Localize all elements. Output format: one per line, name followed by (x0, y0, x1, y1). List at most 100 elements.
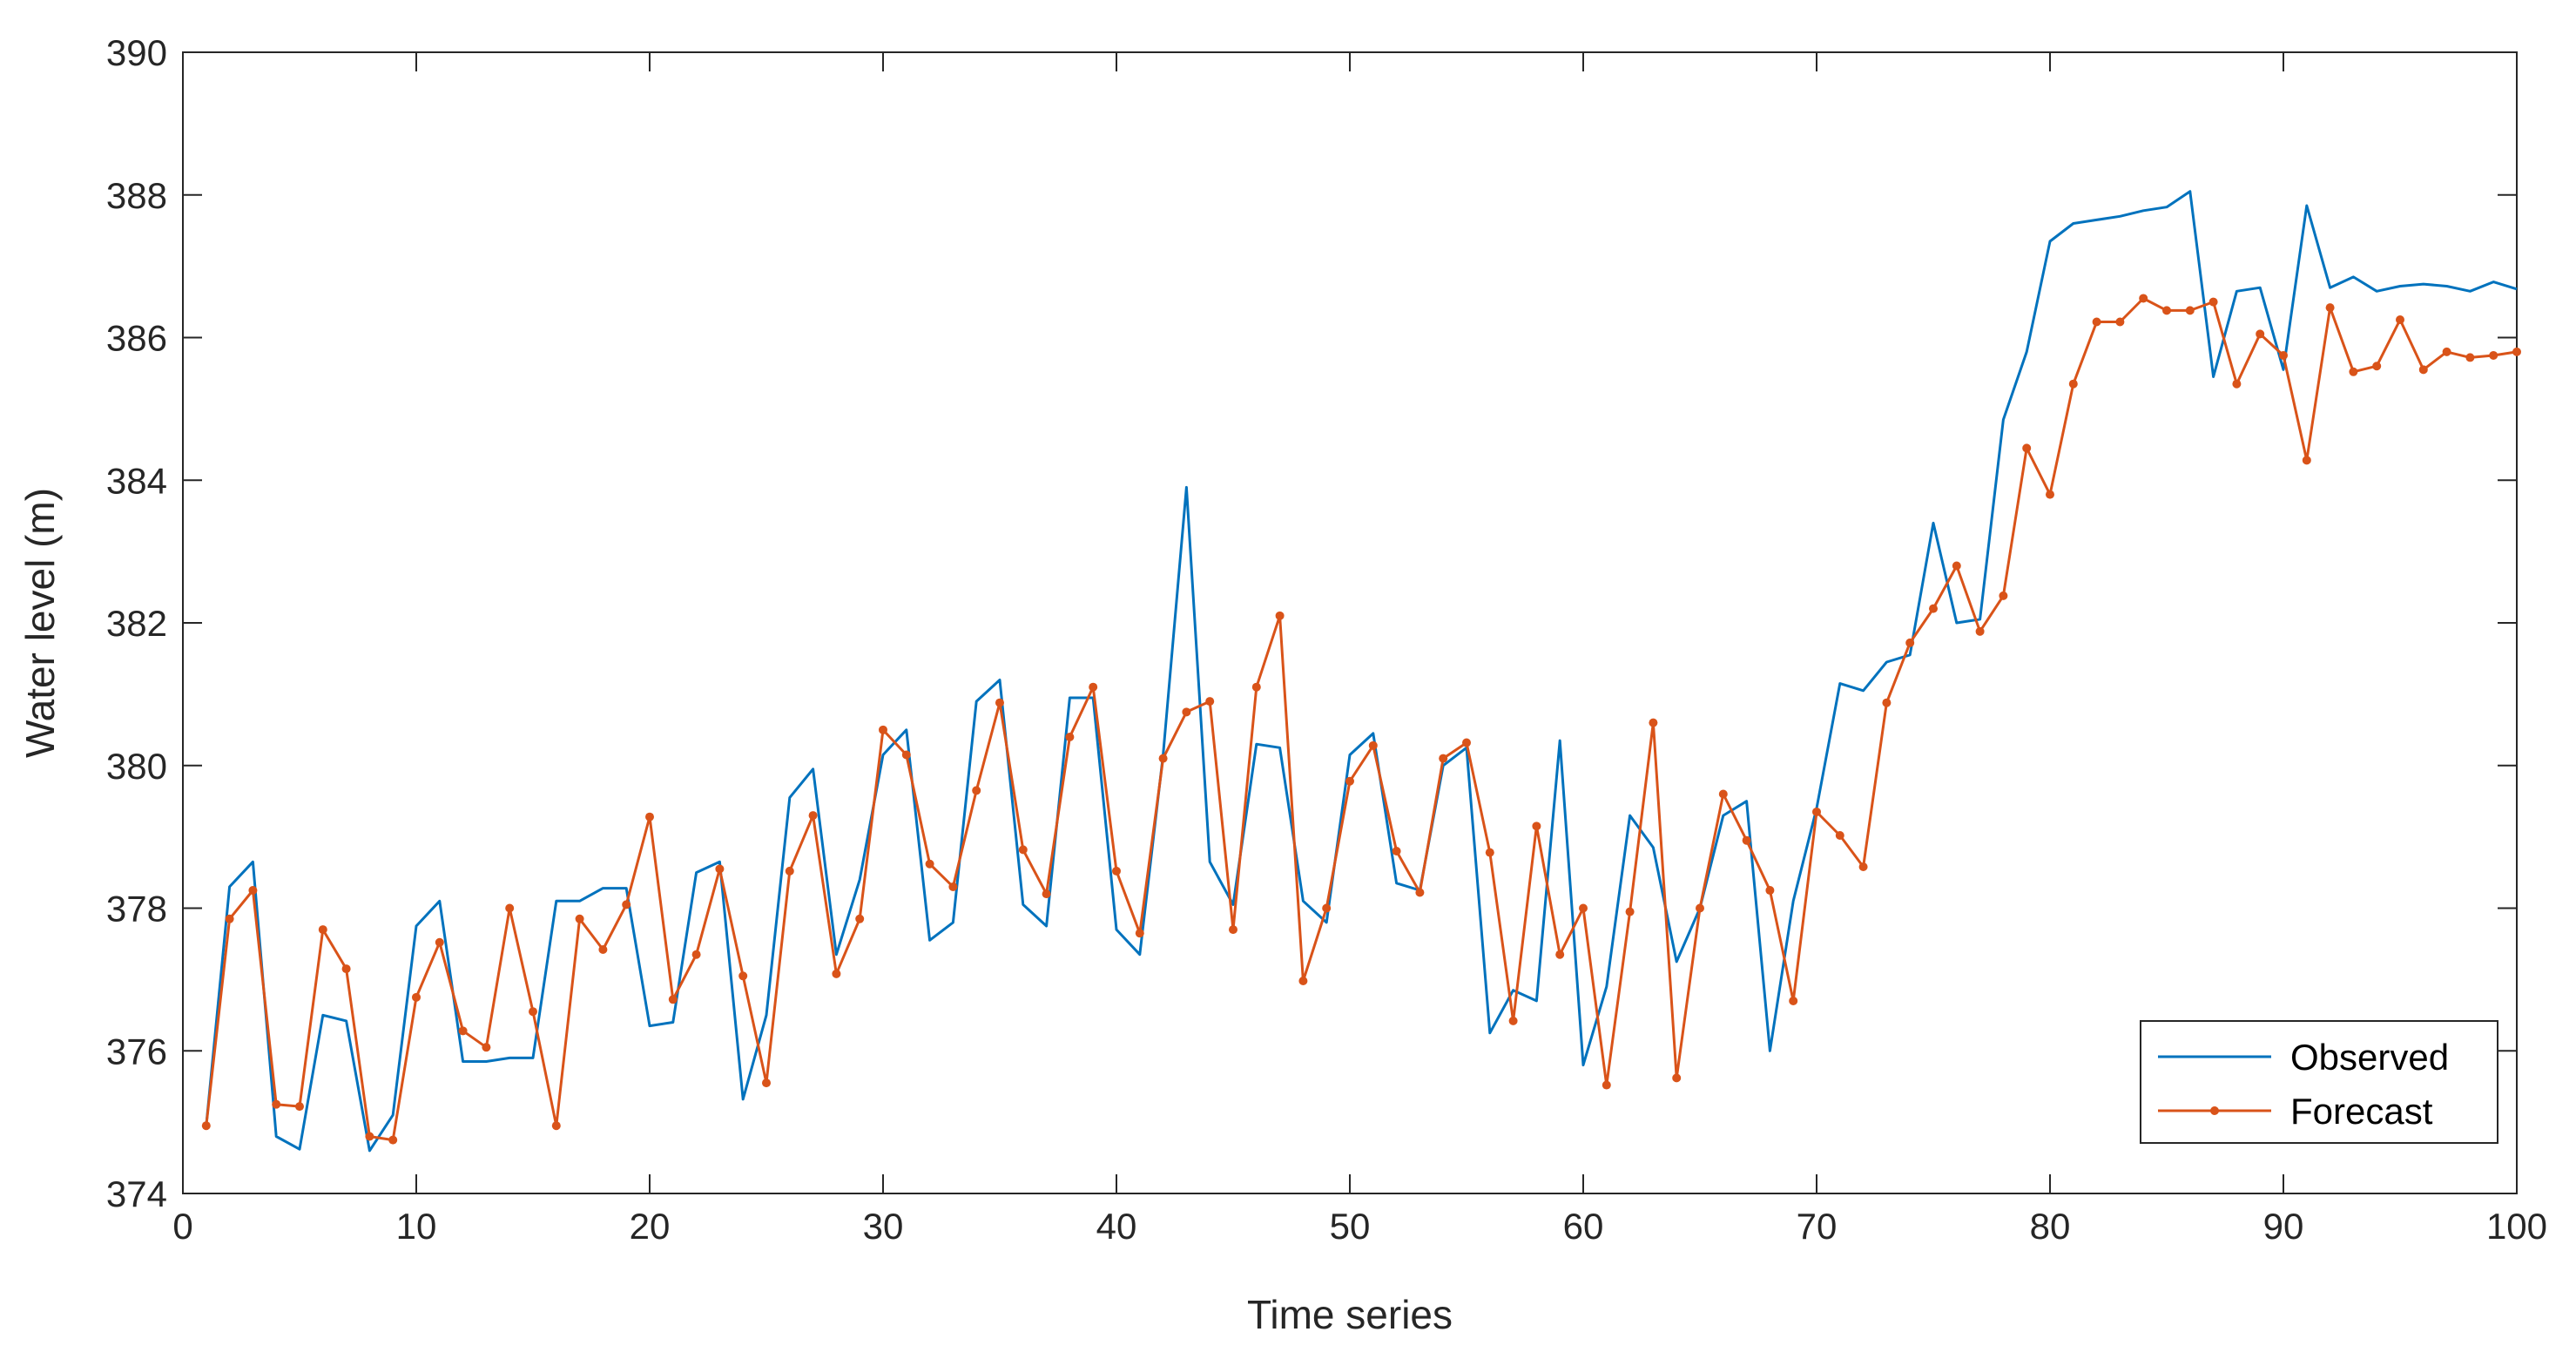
data-point-forecast (1392, 847, 1401, 855)
data-point-forecast (1649, 718, 1658, 727)
data-point-forecast (762, 1078, 771, 1088)
data-point-forecast (2512, 347, 2521, 356)
data-point-forecast (1345, 776, 1354, 786)
data-point-forecast (1952, 561, 1961, 571)
x-tick-label: 20 (630, 1206, 671, 1247)
data-point-forecast (388, 1135, 398, 1145)
data-point-forecast (691, 950, 701, 959)
data-point-forecast (1905, 638, 1915, 647)
x-tick-label: 0 (172, 1206, 192, 1247)
data-point-forecast (1089, 682, 1098, 692)
data-point-forecast (2185, 306, 2195, 315)
data-point-forecast (1975, 626, 1985, 636)
x-tick-label: 90 (2263, 1206, 2304, 1247)
legend-marker-forecast (2210, 1106, 2219, 1115)
data-point-forecast (2302, 456, 2311, 465)
y-axis-label: Water level (m) (17, 488, 63, 758)
data-point-forecast (925, 859, 934, 869)
data-point-forecast (1696, 903, 1704, 913)
series-layer (201, 190, 2521, 1153)
x-axis: 0 10 20 30 40 50 60 70 80 90 100 (172, 52, 2547, 1247)
data-point-forecast (2279, 350, 2288, 360)
data-point-forecast (645, 812, 654, 821)
data-point-forecast (1929, 604, 1938, 613)
legend-label-forecast: Forecast (2290, 1091, 2433, 1132)
data-point-forecast (1368, 740, 1378, 750)
data-point-forecast (2442, 347, 2451, 356)
data-point-forecast (995, 698, 1004, 707)
x-tick-label: 100 (2486, 1206, 2547, 1247)
x-tick-label: 60 (1563, 1206, 1604, 1247)
data-point-forecast (598, 944, 608, 954)
data-point-forecast (225, 914, 234, 923)
data-point-forecast (529, 1007, 537, 1017)
legend-label-observed: Observed (2290, 1037, 2449, 1078)
data-point-forecast (458, 1026, 468, 1036)
y-tick-label: 376 (106, 1031, 167, 1072)
data-point-forecast (1112, 866, 1121, 876)
data-point-forecast (435, 937, 444, 947)
y-tick-label: 374 (106, 1173, 167, 1214)
x-tick-label: 80 (2030, 1206, 2071, 1247)
data-point-forecast (1765, 886, 1775, 896)
x-tick-label: 30 (863, 1206, 904, 1247)
data-point-forecast (1158, 754, 1168, 763)
legend-box (2140, 1020, 2498, 1144)
data-point-forecast (1042, 889, 1051, 899)
data-point-forecast (1672, 1073, 1682, 1083)
data-point-forecast (2465, 353, 2475, 362)
data-point-forecast (2396, 315, 2404, 325)
y-axis: 374 376 378 380 382 384 386 388 390 (106, 32, 2517, 1214)
data-point-forecast (1718, 789, 1728, 799)
data-point-forecast (248, 886, 258, 896)
data-point-forecast (2489, 350, 2498, 360)
data-point-forecast (1229, 925, 1237, 935)
data-point-forecast (1742, 835, 1751, 845)
data-point-forecast (201, 1121, 211, 1131)
data-point-forecast (551, 1121, 561, 1131)
data-point-forecast (1579, 903, 1588, 913)
y-tick-label: 390 (106, 32, 167, 73)
data-point-forecast (832, 969, 841, 978)
data-point-forecast (1555, 950, 1565, 959)
data-point-forecast (1251, 682, 1261, 692)
data-point-forecast (879, 725, 887, 734)
data-point-forecast (365, 1132, 374, 1141)
data-point-forecast (341, 964, 351, 974)
data-point-forecast (2162, 306, 2171, 315)
data-point-forecast (1999, 591, 2008, 600)
plot-area (182, 51, 2518, 1194)
data-point-forecast (1205, 697, 1215, 707)
legend: Observed Forecast (2140, 1020, 2498, 1144)
data-point-forecast (2046, 490, 2054, 499)
data-point-forecast (272, 1099, 281, 1109)
data-point-forecast (2092, 317, 2101, 327)
data-point-forecast (482, 1043, 491, 1052)
data-point-forecast (2372, 362, 2382, 371)
data-point-forecast (1532, 821, 1541, 831)
data-point-forecast (1882, 698, 1892, 707)
x-tick-label: 70 (1797, 1206, 1838, 1247)
data-point-forecast (668, 995, 678, 1004)
data-point-forecast (1322, 903, 1332, 913)
data-point-forecast (575, 914, 584, 923)
y-tick-label: 378 (106, 889, 167, 930)
data-point-forecast (948, 882, 958, 891)
data-point-forecast (738, 971, 748, 981)
data-point-forecast (972, 786, 981, 795)
data-point-forecast (1135, 929, 1144, 938)
data-point-forecast (2139, 294, 2148, 303)
data-point-forecast (2208, 297, 2218, 307)
data-point-forecast (1625, 907, 1635, 916)
data-point-forecast (2349, 367, 2358, 376)
y-tick-label: 382 (106, 603, 167, 644)
data-point-forecast (1835, 830, 1844, 840)
data-point-forecast (318, 925, 327, 935)
data-point-forecast (1508, 1016, 1518, 1025)
data-point-forecast (2022, 443, 2032, 453)
y-tick-label: 380 (106, 746, 167, 787)
data-point-forecast (1065, 733, 1075, 741)
data-point-forecast (1439, 754, 1448, 763)
data-point-forecast (622, 900, 631, 909)
